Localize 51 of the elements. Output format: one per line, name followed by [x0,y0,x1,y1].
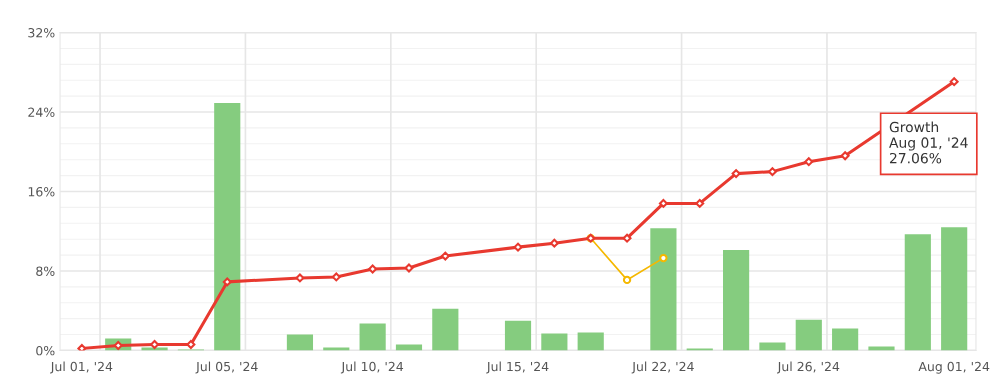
x-tick-label: Jul 01, '24 [50,361,113,374]
bar [941,227,968,351]
point [731,169,741,179]
point [77,343,87,351]
point [767,167,777,177]
y-tick-label: 8% [36,266,55,276]
y-tick-label: 24% [28,107,55,117]
x-tick-label: Jul 26, '24 [777,361,840,374]
y-tick-label: 0% [36,345,55,356]
bar [723,250,750,351]
point [549,238,559,248]
x-tick-label: Jul 05, '24 [195,361,258,374]
bar [795,319,822,351]
bar [868,346,895,351]
point [695,198,705,208]
annotation: Growth Aug 01, '24 27.06% [889,121,968,164]
point [840,151,850,161]
bar [359,323,386,351]
bar [541,333,568,351]
point [513,242,523,252]
y-tick-label: 32% [28,28,55,38]
point [368,264,378,274]
point [331,272,341,282]
bar [323,347,350,351]
bar [432,308,459,351]
x-tick-label: Jul 10, '24 [340,361,404,374]
point [622,233,632,243]
bar [577,332,604,351]
point [658,198,668,208]
bar [214,103,241,351]
bar [395,344,423,351]
bar [759,342,786,351]
x-tick-label: Jul 22, '24 [631,361,694,374]
point [440,251,450,261]
bar [832,328,859,351]
point [186,340,196,349]
point [295,273,305,283]
y-tick-label: 16% [28,186,55,197]
bar [650,228,677,351]
point [949,77,959,87]
point [659,253,668,263]
bar [504,320,532,351]
x-tick-label: Jul 15, '24 [486,361,549,374]
point [622,275,632,285]
point [804,157,814,167]
bar [141,347,168,351]
bar [286,334,314,351]
x-tick-label: Aug 01, '24 [918,361,990,374]
point [404,263,414,273]
bar [904,234,931,351]
point [222,277,232,287]
